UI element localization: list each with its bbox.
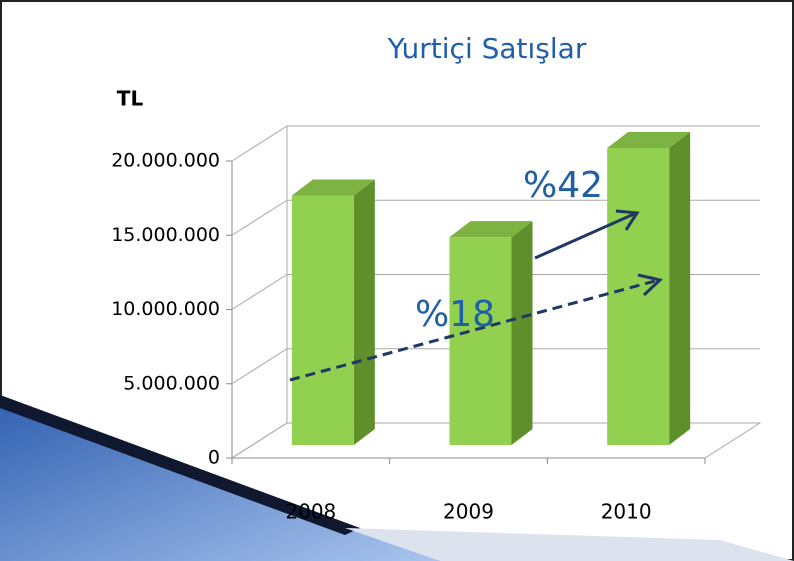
x-tick-label: 2009 (443, 500, 494, 524)
y-tick-label: 15.000.000 (111, 224, 220, 246)
bar-side (512, 221, 533, 445)
annotation: %42 (523, 165, 603, 206)
bar (607, 148, 669, 445)
y-tick-label: 0 (208, 447, 220, 469)
annotation: %18 (415, 294, 495, 335)
y-axis-label: TL (117, 87, 144, 111)
y-tick-label: 5.000.000 (123, 372, 220, 394)
y-tick-label: 10.000.000 (111, 298, 220, 320)
bar-side (669, 132, 690, 445)
x-tick-label: 2008 (285, 500, 336, 524)
chart-title: Yurtiçi Satışlar (387, 32, 587, 65)
bar (292, 196, 354, 445)
bar-side (354, 180, 375, 445)
slide: Yurtiçi Satışlar TL 0 5.000.000 10.000.000… (0, 0, 794, 561)
y-tick-label: 20.000.000 (111, 150, 220, 172)
bar (450, 237, 512, 445)
x-tick-label: 2010 (601, 500, 652, 524)
